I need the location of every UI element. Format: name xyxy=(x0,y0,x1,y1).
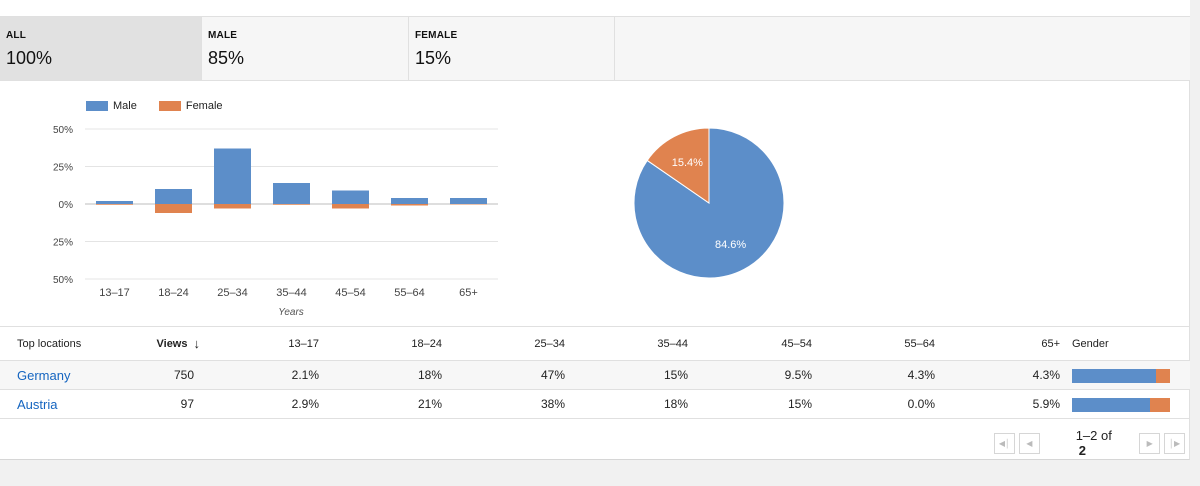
x-tick-label: 45–54 xyxy=(335,287,366,299)
age-share-value: 0.0% xyxy=(907,397,935,411)
bar-male xyxy=(391,198,428,204)
age-share-value: 38% xyxy=(540,397,565,411)
age-share-value: 4.3% xyxy=(907,368,935,382)
bar-male xyxy=(155,189,192,204)
age-share-value: 2.9% xyxy=(291,397,319,411)
bar-male xyxy=(273,183,310,204)
chart-legend: Male Female xyxy=(86,100,245,112)
x-tick-label: 35–44 xyxy=(276,287,307,299)
x-tick-label: 13–17 xyxy=(99,287,130,299)
tab-all-label: ALL xyxy=(6,30,27,41)
location-link[interactable]: Germany xyxy=(17,367,71,383)
age-share-value: 9.5% xyxy=(784,368,812,382)
legend-swatch-male xyxy=(86,101,108,111)
tab-male-value: 85% xyxy=(208,48,245,68)
bar-male xyxy=(450,198,487,204)
bar-male xyxy=(332,190,369,204)
gender-split-bar xyxy=(1072,369,1170,383)
table-row: Germany 750 2.1% 18% 47% 15% 9.5% 4.3% 4.3% xyxy=(0,361,1190,390)
bar-female xyxy=(273,204,310,205)
legend-swatch-female xyxy=(158,101,181,111)
tab-all-value: 100% xyxy=(6,48,53,68)
y-tick-label: 25% xyxy=(53,163,73,174)
next-page-icon[interactable]: ▶ xyxy=(1139,432,1161,454)
page-range-value: 1–2 xyxy=(1075,428,1098,443)
tab-all[interactable]: ALL 100% xyxy=(0,17,202,80)
y-tick-label: 25% xyxy=(53,238,73,249)
bar-male xyxy=(214,148,251,204)
bar-female xyxy=(96,204,133,205)
gender-split-bar xyxy=(1072,398,1170,412)
sort-arrow-down-icon: ↓ xyxy=(193,336,201,351)
table-header-row: Top locations Views ↓ 13–17 18–24 25–34 35–… xyxy=(0,326,1190,361)
first-page-icon[interactable]: ◀│ xyxy=(994,432,1015,454)
legend-item-female[interactable]: Female xyxy=(158,100,223,112)
header-gender: Gender xyxy=(1072,337,1109,350)
header-age-1[interactable]: 18–24 xyxy=(411,337,442,350)
demographics-card: ALL 100% MALE 85% FEMALE 15% Male Female… xyxy=(0,0,1190,460)
legend-item-male[interactable]: Male xyxy=(86,100,137,112)
age-share-value: 18% xyxy=(663,397,688,411)
y-tick-label: 0% xyxy=(59,200,74,211)
page-of: of xyxy=(1101,428,1112,443)
top-strip xyxy=(0,0,1190,17)
pie-data-label: 84.6% xyxy=(715,239,746,251)
views-value: 97 xyxy=(180,397,194,411)
tab-female[interactable]: FEMALE 15% xyxy=(409,17,615,80)
tab-male[interactable]: MALE 85% xyxy=(202,17,409,80)
header-age-4[interactable]: 45–54 xyxy=(781,337,812,350)
page-total: 2 xyxy=(1078,443,1086,458)
views-value: 750 xyxy=(173,368,194,382)
age-share-value: 21% xyxy=(417,397,442,411)
bar-male xyxy=(96,201,133,204)
header-age-6[interactable]: 65+ xyxy=(1041,337,1060,350)
header-views-label: Views xyxy=(156,337,188,350)
last-page-icon[interactable]: │▶ xyxy=(1164,432,1185,454)
bar-female xyxy=(391,204,428,206)
header-age-0[interactable]: 13–17 xyxy=(288,337,319,350)
gender-bar-female xyxy=(1156,369,1170,383)
tab-male-label: MALE xyxy=(208,30,238,41)
gender-bar-male xyxy=(1072,369,1157,383)
pagination: ◀│ ◀ 1–2 of 2 ▶ │▶ xyxy=(994,428,1189,458)
page-range: 1–2 of 2 xyxy=(1076,428,1126,458)
x-tick-label: 65+ xyxy=(459,287,478,299)
tab-female-value: 15% xyxy=(415,48,452,68)
legend-label-male: Male xyxy=(113,100,137,112)
bar-female xyxy=(214,204,251,209)
header-top-locations: Top locations xyxy=(17,337,82,350)
prev-page-icon[interactable]: ◀ xyxy=(1018,432,1040,454)
x-tick-label: 25–34 xyxy=(217,287,248,299)
age-share-value: 5.9% xyxy=(1032,397,1060,411)
header-age-3[interactable]: 35–44 xyxy=(657,337,688,350)
location-link[interactable]: Austria xyxy=(17,396,58,412)
x-axis-label: Years xyxy=(278,307,304,318)
age-share-value: 15% xyxy=(787,397,812,411)
bar-female xyxy=(155,204,192,213)
age-share-value: 18% xyxy=(417,368,442,382)
gender-bar-female xyxy=(1150,398,1170,412)
age-share-value: 2.1% xyxy=(291,368,319,382)
charts-svg: 50% 25% 0% 25% 50% 13–17 18–24 25–34 35–44 45–54 5… xyxy=(53,125,785,318)
age-share-value: 47% xyxy=(540,368,565,382)
pie-data-label: 15.4% xyxy=(672,157,703,169)
age-share-value: 4.3% xyxy=(1032,368,1060,382)
pie-slice-female xyxy=(646,127,710,204)
header-age-2[interactable]: 25–34 xyxy=(534,337,565,350)
legend-label-female: Female xyxy=(185,100,223,112)
x-tick-label: 55–64 xyxy=(394,287,425,299)
header-views[interactable]: Views ↓ xyxy=(130,327,201,360)
y-tick-label: 50% xyxy=(53,275,73,286)
age-share-value: 15% xyxy=(663,368,688,382)
x-tick-label: 18–24 xyxy=(158,287,189,299)
header-age-5[interactable]: 55–64 xyxy=(904,337,935,350)
gender-tabs: ALL 100% MALE 85% FEMALE 15% xyxy=(0,17,1190,81)
gender-bar-male xyxy=(1072,398,1151,412)
y-tick-label: 50% xyxy=(53,125,73,136)
tab-female-label: FEMALE xyxy=(415,30,458,41)
bar-female xyxy=(332,204,369,209)
table-row: Austria 97 2.9% 21% 38% 18% 15% 0.0% 5.9% xyxy=(0,390,1190,419)
